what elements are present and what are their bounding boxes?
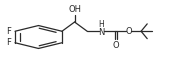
Text: O: O bbox=[113, 41, 119, 50]
Text: F: F bbox=[6, 38, 11, 47]
Text: H: H bbox=[99, 20, 104, 29]
Text: O: O bbox=[125, 27, 132, 36]
Text: N: N bbox=[98, 28, 105, 36]
Text: OH: OH bbox=[68, 5, 81, 14]
Text: F: F bbox=[6, 27, 11, 36]
